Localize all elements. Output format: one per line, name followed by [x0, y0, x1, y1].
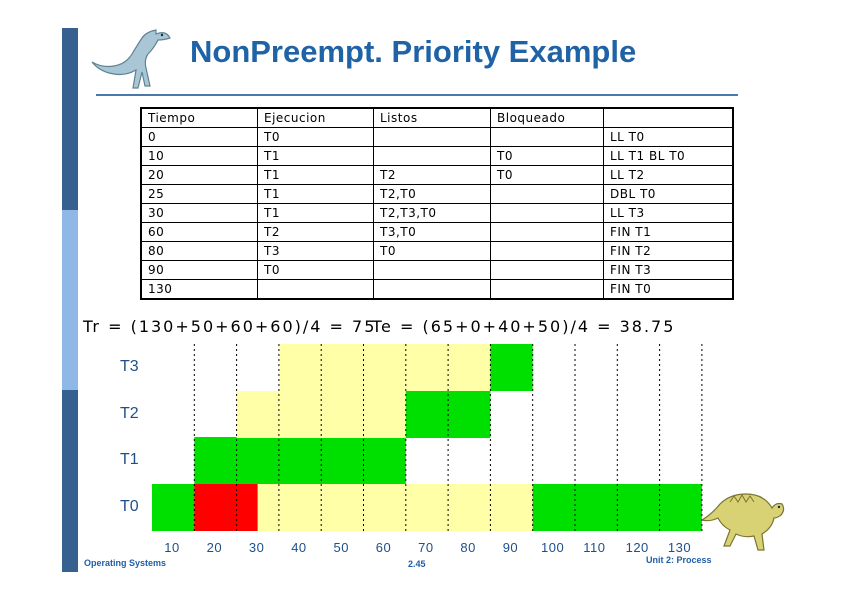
lane-label-t0: T0	[120, 498, 139, 515]
table-header: Listos	[373, 107, 491, 128]
x-tick-label: 40	[291, 540, 307, 555]
gantt-bar-t3-running	[490, 344, 533, 391]
table-cell: 25	[140, 184, 258, 204]
gantt-bar-t0-ready	[257, 484, 533, 531]
sidebar-bar-top	[62, 28, 78, 210]
turnaround-formula: Tr = (130+50+60+60)/4 = 75	[83, 317, 377, 336]
table-cell: T2,T3,T0	[373, 203, 491, 223]
table-header-row: Tiempo Ejecucion Listos Bloqueado	[140, 107, 734, 128]
table-row: 90 T0 FIN T3	[140, 260, 734, 280]
table-cell: FIN T0	[603, 279, 734, 300]
table-row: 10 T1 T0 LL T1 BL T0	[140, 146, 734, 166]
x-tick-label: 80	[460, 540, 476, 555]
dinosaur-corner-icon	[700, 493, 785, 551]
x-tick-label: 120	[625, 540, 649, 555]
lane-label-t3: T3	[120, 358, 139, 375]
table-cell	[490, 279, 604, 300]
table-row: 130 FIN T0	[140, 279, 734, 300]
lane-label-t1: T1	[120, 451, 139, 468]
table-cell: DBL T0	[603, 184, 734, 204]
table-row: 25 T1 T2,T0 DBL T0	[140, 184, 734, 204]
table-cell: FIN T3	[603, 260, 734, 280]
gantt-bar-t0-running	[532, 484, 702, 531]
x-tick-label: 70	[418, 540, 434, 555]
table-cell: FIN T2	[603, 241, 734, 261]
lane-label-t2: T2	[120, 405, 139, 422]
gantt-bar-t0-blocked	[194, 484, 258, 531]
table-cell: LL T3	[603, 203, 734, 223]
table-row: 30 T1 T2,T3,T0 LL T3	[140, 203, 734, 223]
table-header: Bloqueado	[490, 107, 604, 128]
x-tick-label: 60	[375, 540, 392, 555]
x-tick-label: 130	[667, 540, 692, 555]
x-tick-label: 30	[248, 540, 265, 555]
title-divider	[96, 94, 738, 96]
gantt-bar-t0-running	[152, 484, 195, 531]
waiting-formula: Te = (65+0+40+50)/4 = 38.75	[372, 317, 676, 336]
x-tick-label: 20	[206, 540, 223, 555]
x-tick-label: 50	[333, 540, 349, 555]
table-cell: 130	[140, 279, 258, 300]
sidebar-bar-bottom	[62, 390, 78, 572]
slide-title: NonPreempt. Priority Example	[190, 34, 637, 69]
x-tick-label: 110	[583, 540, 606, 555]
x-tick-label: 100	[541, 540, 565, 555]
footer-page-number: 2.45	[408, 559, 426, 569]
table-header: Ejecucion	[257, 107, 374, 128]
x-tick-label: 90	[502, 540, 519, 555]
footer-course: Operating Systems	[84, 558, 167, 568]
gantt-bar-t3-ready	[278, 344, 491, 391]
table-row: 60 T2 T3,T0 FIN T1	[140, 222, 734, 242]
dinosaur-logo-icon	[91, 29, 171, 89]
x-tick-label: 10	[164, 540, 180, 555]
gantt-bar-t1-running	[194, 437, 406, 484]
table-cell: LL T0	[603, 127, 734, 147]
schedule-table: Tiempo Ejecucion Listos Bloqueado 0 T0 L…	[140, 107, 734, 300]
footer-unit: Unit 2: Process	[646, 555, 712, 565]
table-cell	[490, 260, 604, 280]
sidebar-bar-middle	[62, 210, 78, 390]
